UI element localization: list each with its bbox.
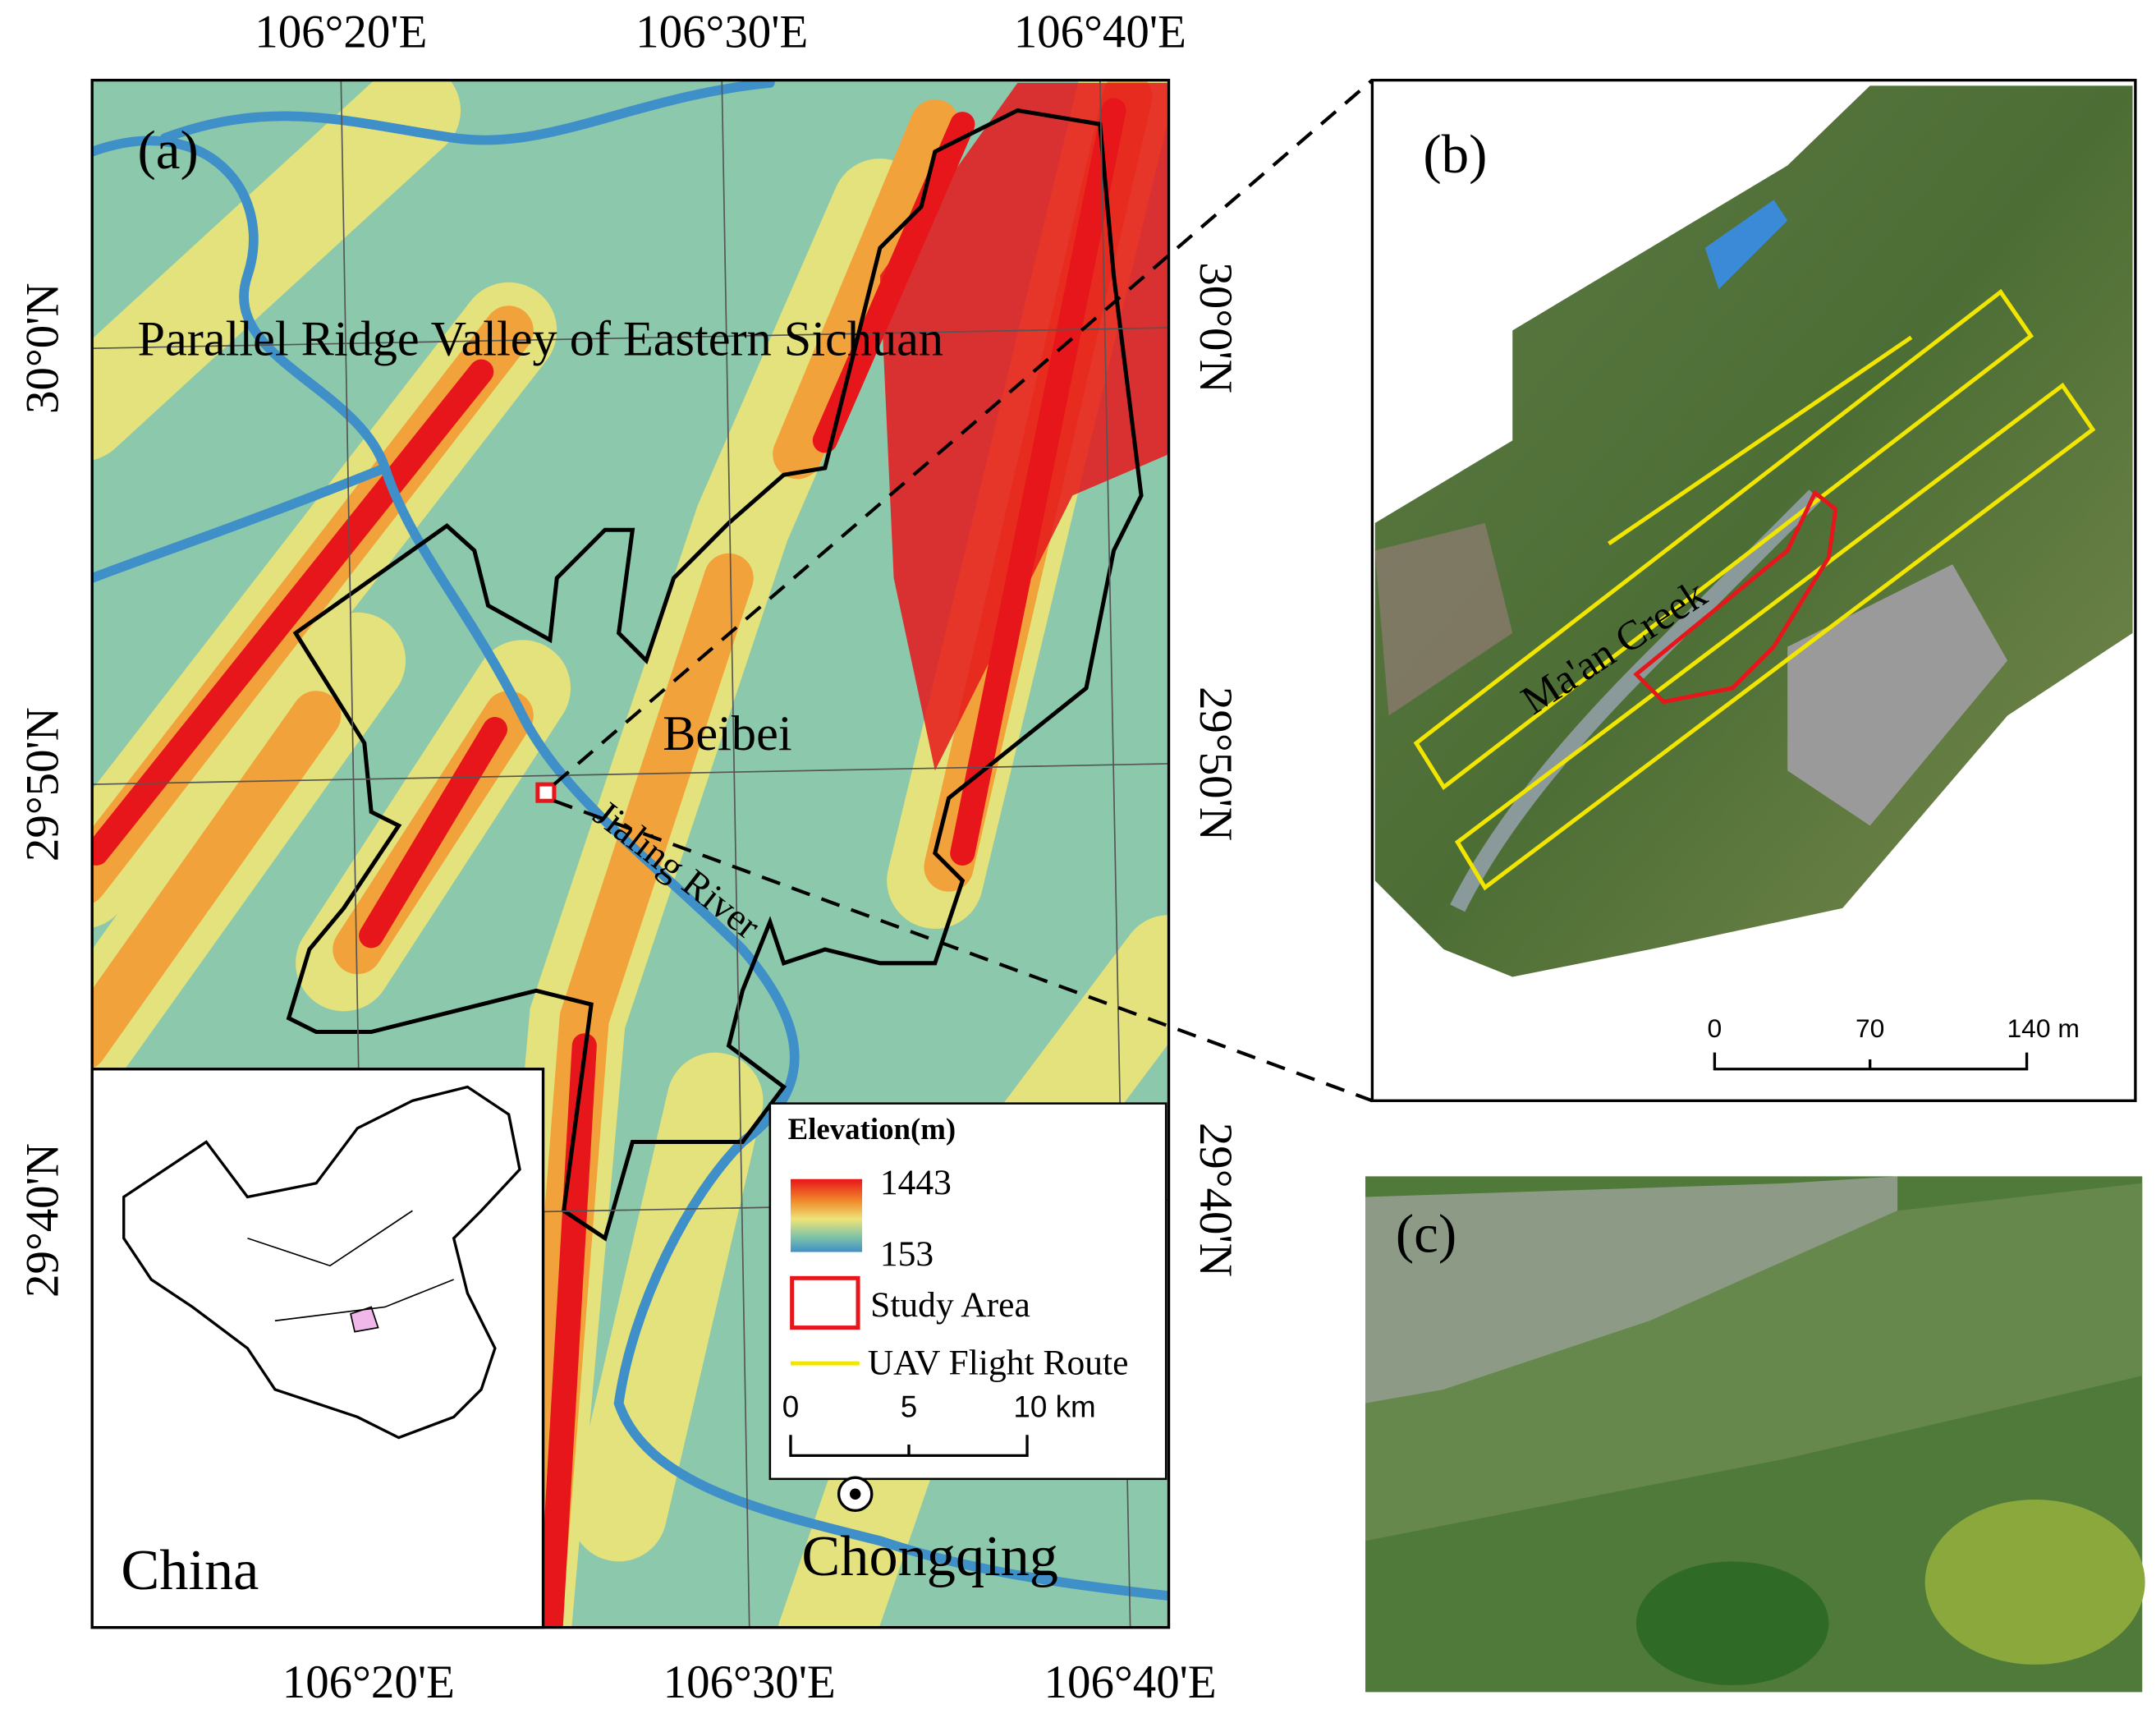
panel-a-frame [90, 78, 1171, 1629]
legend [768, 1102, 1167, 1481]
shape [160, 80, 775, 145]
shape [92, 359, 494, 866]
study-area [535, 782, 557, 803]
coordinate-label: 106°40'E [1014, 6, 1186, 57]
city-label: Chongqing [801, 1524, 1058, 1588]
coordinate-label: 30°0'N [1190, 262, 1241, 393]
shape [92, 463, 390, 583]
shape [571, 1052, 764, 1562]
study-boundary [1633, 489, 1838, 705]
shape [879, 82, 1169, 771]
shape [92, 763, 1169, 785]
bare-ground [1374, 522, 1513, 716]
scale-label: 70 [1856, 1013, 1884, 1043]
legend-flight-route: UAV Flight Route [868, 1344, 1129, 1383]
study-area-swatch [790, 1275, 860, 1330]
district-boundary [286, 108, 1144, 1242]
shape [1608, 335, 1913, 546]
elevation-swatch [790, 1178, 863, 1252]
panel-label: (c) [1396, 1204, 1456, 1265]
shape [92, 327, 1169, 350]
coordinate-label: 29°50'N [16, 707, 68, 861]
region-label: Parallel Ridge Valley of Eastern Sichuan [137, 312, 943, 367]
scale-label: 140 m [2007, 1013, 2079, 1043]
shape [359, 717, 507, 949]
shape [773, 99, 960, 480]
city-marker-dot [849, 1488, 861, 1500]
building [1787, 564, 2008, 826]
panel-label: (a) [137, 120, 198, 181]
legend-study-area: Study Area [870, 1285, 1030, 1325]
panel-label: (b) [1423, 124, 1487, 185]
terrain [92, 80, 1169, 1628]
province-lines [247, 1210, 454, 1322]
shape [1454, 382, 2096, 891]
shape [1413, 288, 2034, 791]
shrub [1924, 1499, 2145, 1665]
coordinate-label: 106°30'E [635, 6, 808, 57]
district-label: Beibei [663, 706, 791, 761]
legend-max: 1443 [880, 1163, 952, 1202]
scale-label: 0 [782, 1390, 799, 1423]
scale-label: 10 km [1013, 1390, 1095, 1423]
scale-label: 5 [901, 1390, 917, 1423]
building [1704, 200, 1788, 290]
inset-label: China [121, 1538, 259, 1602]
coordinate-label: 29°40'N [1190, 1123, 1241, 1277]
zoom-line [553, 799, 1374, 1103]
shape [92, 80, 1169, 1601]
flight-route [1413, 288, 2096, 891]
coordinate-label: 106°40'E [1044, 1656, 1217, 1708]
coordinate-label: 29°50'N [1190, 687, 1241, 841]
shape [92, 136, 1169, 1601]
coordinate-label: 106°30'E [663, 1656, 836, 1708]
zoom-line [553, 79, 1374, 786]
shape [538, 1033, 597, 1628]
elevation-map [92, 80, 1169, 1628]
scale-bar [789, 1435, 1029, 1458]
scale-bar [1713, 1052, 2029, 1071]
scale-label: 0 [1708, 1013, 1723, 1043]
coordinate-label: 106°20'E [282, 1656, 455, 1708]
river [1365, 1176, 1898, 1403]
slope [1365, 1183, 2143, 1541]
coordinate-labels: 106°20'E 106°30'E 106°40'E 106°20'E 106°30'E… [16, 6, 1241, 1708]
shape [721, 80, 750, 1628]
tree [1635, 1561, 1829, 1686]
coordinate-label: 106°20'E [255, 6, 427, 57]
coordinate-label: 29°40'N [16, 1143, 68, 1298]
shape [92, 691, 342, 1068]
legend-title: Elevation(m) [788, 1112, 956, 1146]
legend-min: 153 [880, 1234, 934, 1274]
coordinate-label: 30°0'N [16, 283, 68, 414]
